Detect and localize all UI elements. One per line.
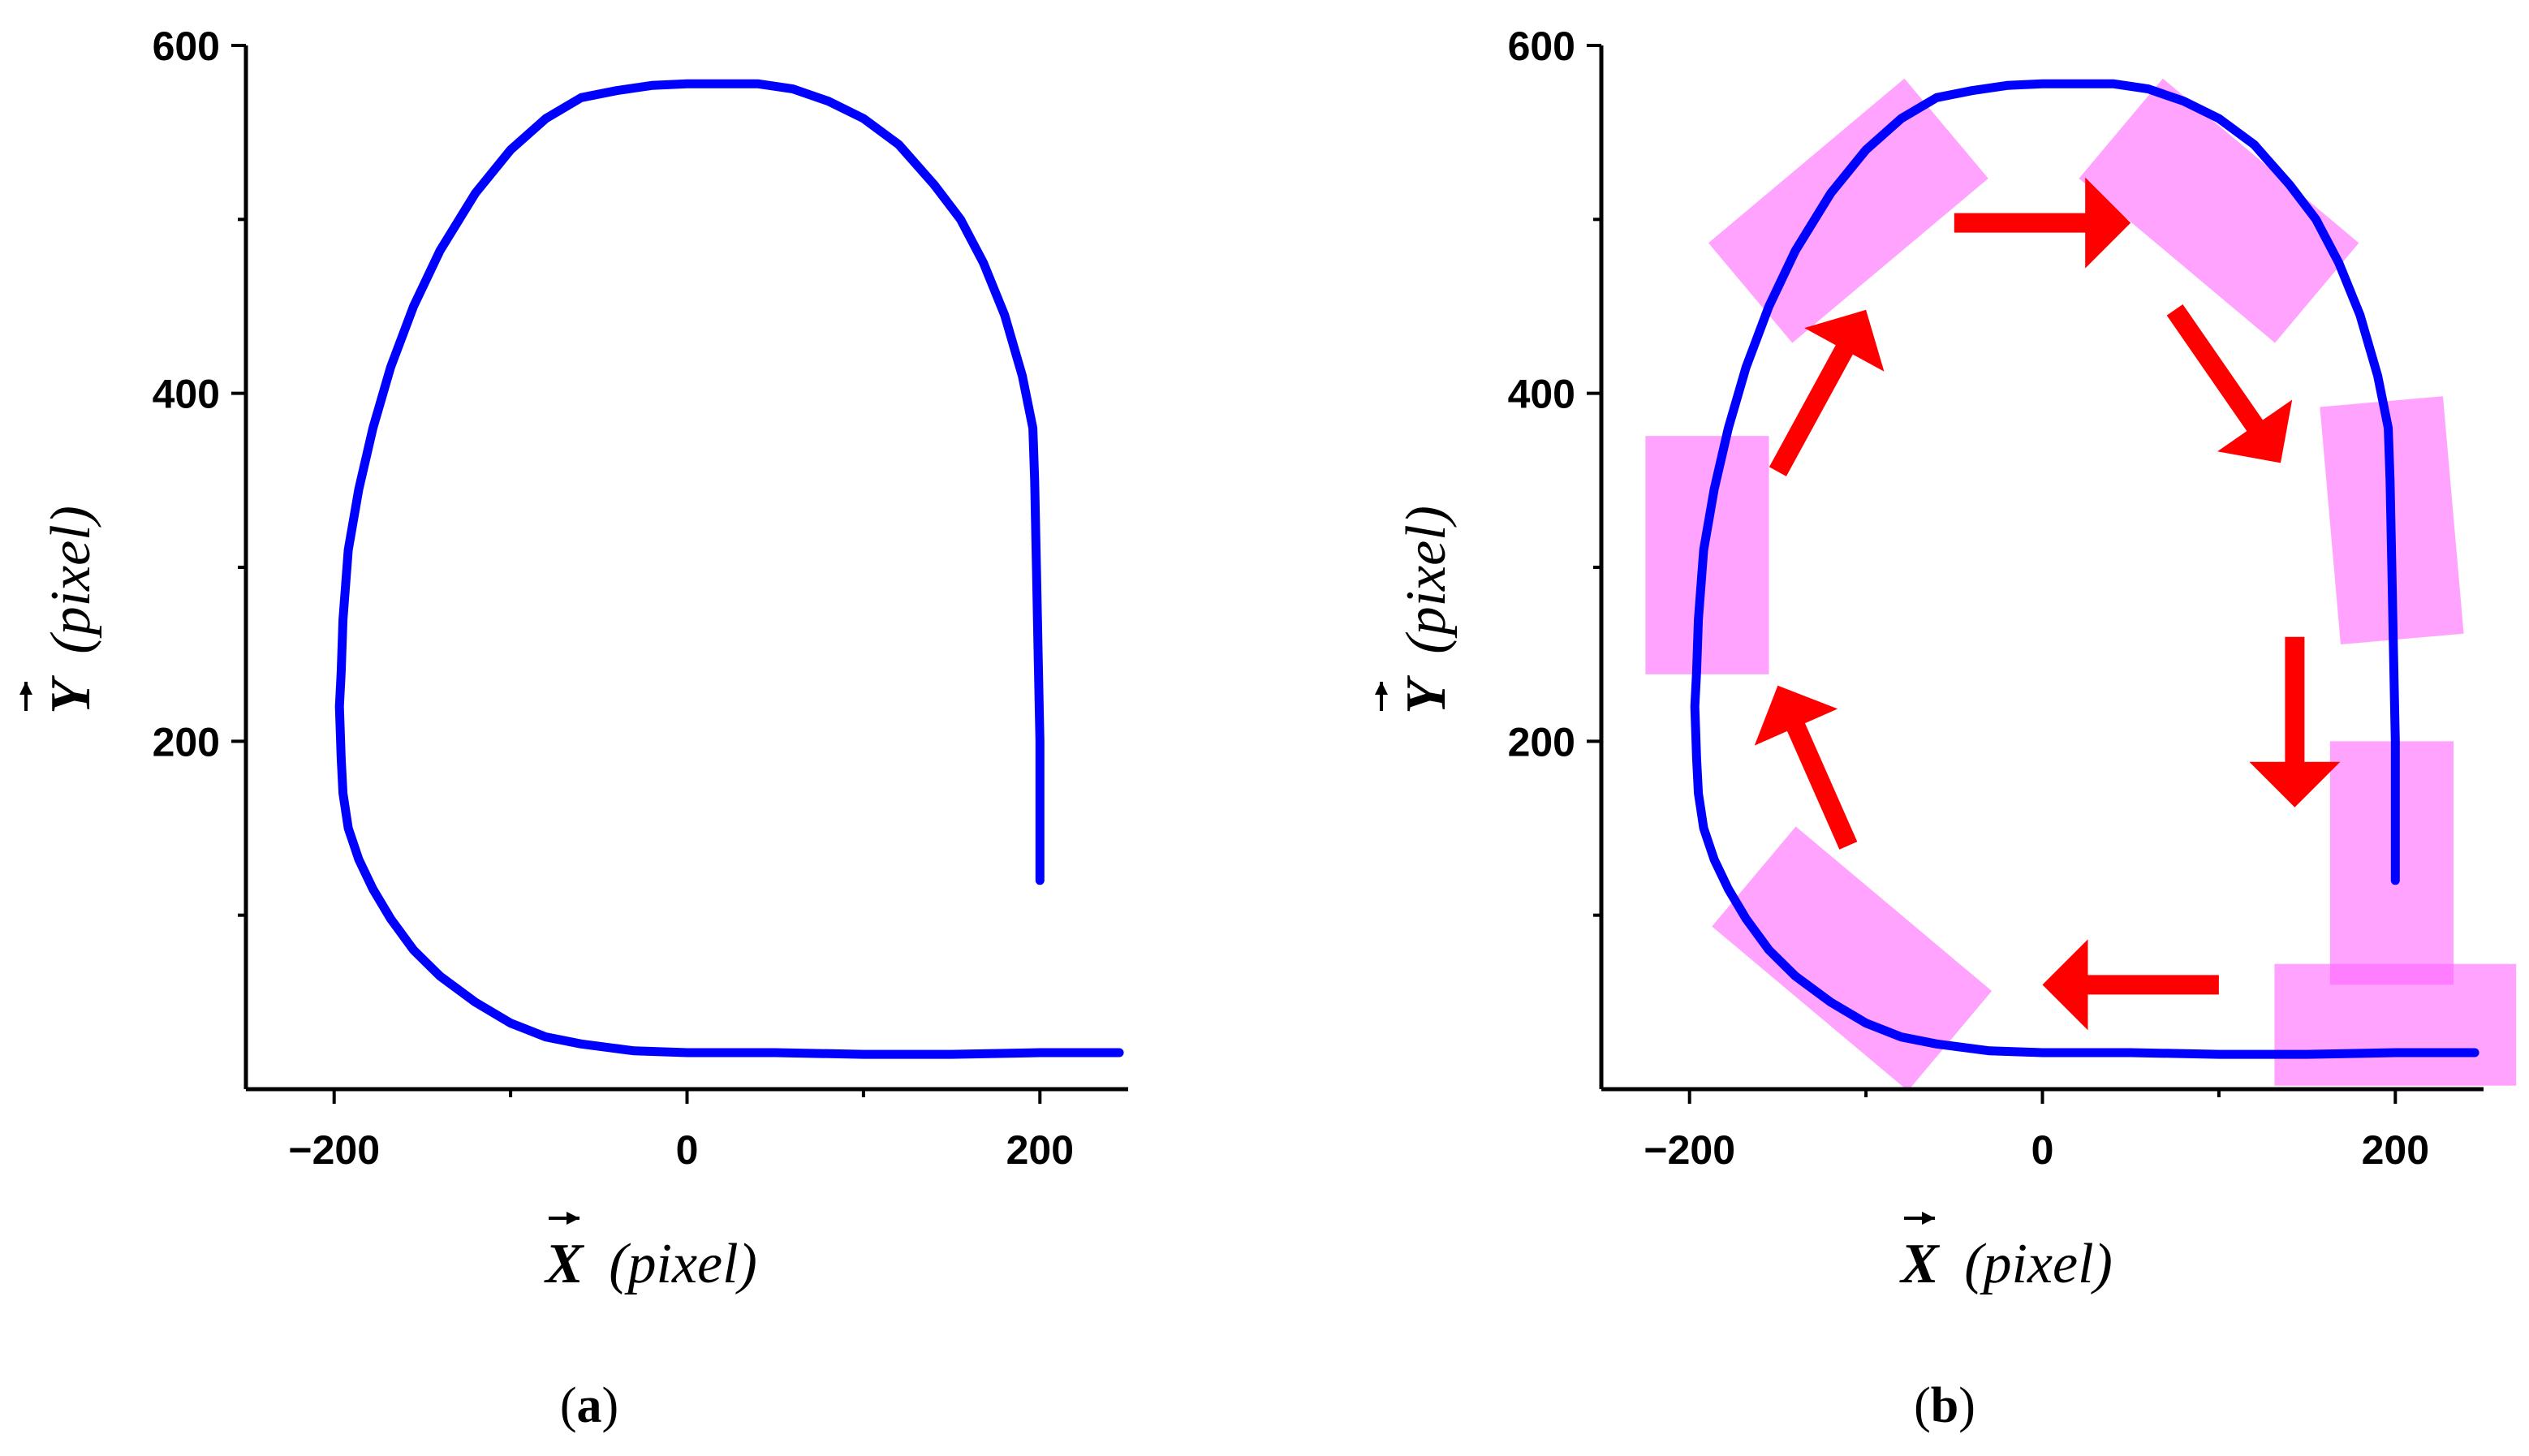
panel-a-x-title-unit: (pixel) [609,1233,757,1295]
panel-b-highlight-region [1712,826,1993,1092]
panel-b-direction-arrow [2042,939,2219,1031]
panel-a-x-title-var: X [544,1233,585,1295]
svg-text:Y (pixel): Y (pixel) [40,506,102,714]
panel-b-arrows [1754,177,2341,1031]
panel-b-highlight-region [1708,78,1988,343]
panel-b-direction-arrow [1954,177,2131,269]
panel-a-label: (a) [560,1378,618,1433]
panel-a-x-tick-label: 200 [1006,1127,1074,1173]
svg-text:Y (pixel): Y (pixel) [1395,506,1458,714]
panel-b-direction-arrow [2166,304,2293,463]
panel-a-x-ticks: −200 0 200 [288,1089,1074,1173]
panel-b-x-axis-title: X (pixel) [1899,1212,2113,1295]
panel-b-y-title-var: Y [1395,674,1458,714]
panel-b-direction-arrow [1769,309,1885,476]
panel-a-x-tick-label: 0 [676,1127,699,1173]
svg-text:X (pixel): X (pixel) [1899,1233,2113,1295]
panel-a-trajectory-line [334,79,1124,1059]
panel-b: −200 0 200 200 400 600 X (pixel) Y (pixel) (… [1375,24,2517,1433]
panel-b-y-ticks: 200 400 600 [1508,24,1601,917]
panel-a-x-tick-label: −200 [288,1127,380,1173]
panel-b-x-ticks: −200 0 200 [1644,1089,2429,1173]
panel-b-y-axis-title: Y (pixel) [1375,506,1458,714]
panel-b-x-title-unit: (pixel) [1964,1233,2113,1295]
svg-text:X (pixel): X (pixel) [544,1233,757,1295]
panel-b-y-tick-label: 600 [1508,24,1575,69]
panel-b-highlight-region [2079,78,2359,343]
panel-a-y-title-var: Y [40,674,102,714]
panel-a-y-title-unit: (pixel) [40,506,102,654]
panel-b-y-tick-label: 200 [1508,719,1575,765]
panel-a-y-axis-title: Y (pixel) [19,506,102,714]
panel-a: −200 0 200 200 400 600 X (pixel) Y (pixel) (… [19,24,1128,1433]
panel-b-highlight-region [2274,963,2517,1086]
panel-a-y-tick-label: 400 [153,372,220,417]
panel-a-y-ticks: 200 400 600 [153,24,246,917]
panel-a-x-axis-title: X (pixel) [544,1212,757,1295]
panel-b-y-tick-label: 400 [1508,372,1575,417]
panel-b-x-tick-label: 0 [2031,1127,2054,1173]
panel-b-direction-arrow [2249,636,2341,808]
panel-b-direction-arrow [1754,685,1858,850]
panel-b-y-title-unit: (pixel) [1395,506,1458,654]
panel-b-x-title-var: X [1899,1233,1941,1295]
panel-a-y-tick-label: 200 [153,719,220,765]
panel-a-y-tick-label: 600 [153,24,220,69]
panel-b-label: (b) [1914,1378,1975,1433]
panel-b-trajectory-line [1690,79,2479,1059]
panel-b-x-tick-label: −200 [1644,1127,1735,1173]
panel-b-x-tick-label: 200 [2362,1127,2429,1173]
